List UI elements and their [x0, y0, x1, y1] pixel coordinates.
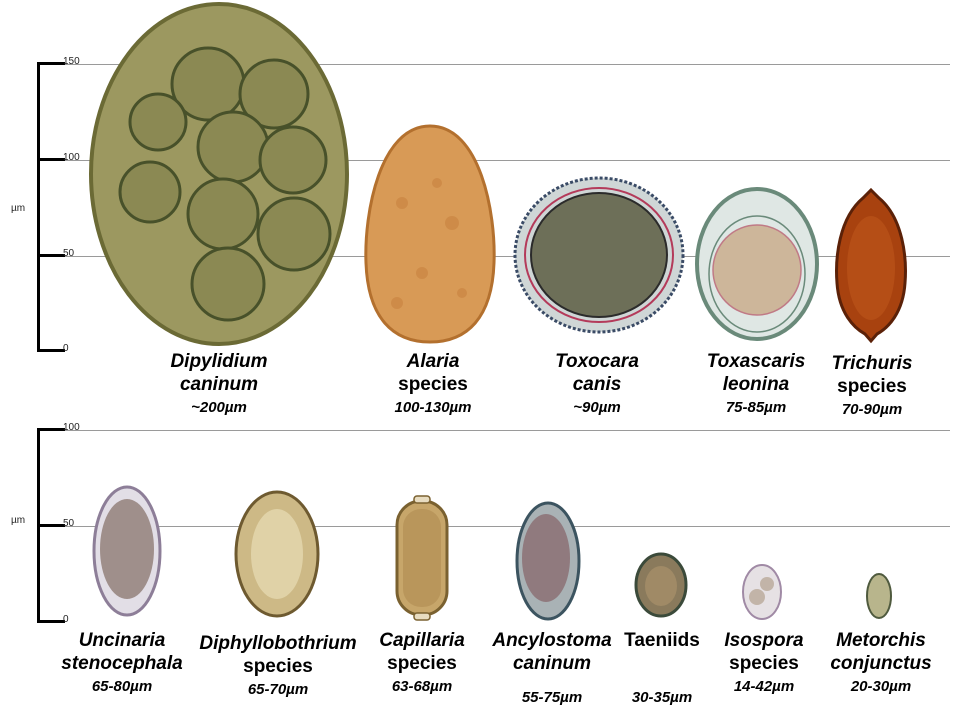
taeniids-label: Taeniids — [607, 630, 717, 653]
egg-name-line: Uncinaria — [78, 630, 166, 651]
egg-name-line: Dipylidium — [170, 351, 268, 372]
top-gridline-150 — [65, 64, 950, 65]
ancylostoma-size-label: 55-75µm — [477, 687, 627, 707]
top-axis-line — [37, 62, 40, 352]
toxocara-canis-egg — [513, 176, 685, 334]
capillaria-egg — [395, 495, 449, 621]
egg-name-line: Trichuris — [831, 353, 913, 374]
top-tick-label: 150 — [63, 56, 80, 67]
egg-size: ~90µm — [573, 398, 621, 416]
trichuris-egg — [835, 187, 907, 344]
egg-name-line: species — [387, 652, 457, 674]
bottom-tick-label: 50 — [63, 518, 75, 529]
top-tick-label: 0 — [63, 343, 69, 354]
dipylidium-caninum-label: Dipylidium caninum ~200µm — [139, 351, 299, 417]
egg-size: 65-70µm — [247, 680, 309, 698]
egg-size: 30-35µm — [631, 689, 693, 706]
isospora-label: Isospora species 14-42µm — [704, 630, 824, 696]
egg-name-line: caninum — [512, 652, 592, 674]
bottom-gridline-50 — [65, 526, 950, 527]
uncinaria-egg — [92, 485, 162, 617]
egg-size: ~200µm — [191, 398, 247, 416]
egg-name-line: Taeniids — [624, 630, 700, 651]
egg-size: 14-42µm — [733, 677, 795, 695]
egg-size: 20-30µm — [850, 677, 912, 695]
egg-name-line: species — [243, 655, 313, 677]
alaria-label: Alaria species 100-130µm — [363, 351, 503, 417]
top-gridline-100 — [65, 160, 950, 161]
egg-name-line: Metorchis — [836, 630, 926, 651]
egg-size: 75-85µm — [725, 398, 787, 416]
metorchis-egg — [866, 573, 892, 619]
egg-name-line: Isospora — [724, 630, 804, 651]
alaria-egg — [364, 124, 496, 344]
bottom-gridline-100 — [65, 430, 950, 431]
egg-size: 65-80µm — [91, 677, 153, 695]
capillaria-label: Capillaria species 63-68µm — [358, 630, 486, 696]
diphyllobothrium-egg — [234, 490, 320, 618]
top-tick-label: 100 — [63, 152, 80, 163]
egg-name-line: canis — [572, 373, 622, 395]
trichuris-label: Trichuris species 70-90µm — [812, 353, 932, 419]
toxocara-canis-label: Toxocara canis ~90µm — [527, 351, 667, 417]
egg-name-line: species — [837, 375, 907, 397]
bottom-axis-tick-0 — [37, 620, 65, 623]
egg-name-line: Capillaria — [379, 630, 465, 651]
top-axis-tick-100 — [37, 158, 65, 161]
top-tick-label: 50 — [63, 248, 75, 259]
bottom-axis-tick-50 — [37, 524, 65, 527]
taeniid-egg — [634, 552, 688, 618]
egg-name-line: Toxascaris — [706, 351, 806, 372]
ancylostoma-egg — [515, 501, 581, 621]
egg-size: 70-90µm — [841, 400, 903, 418]
bottom-axis-tick-100 — [37, 428, 65, 431]
top-axis-tick-150 — [37, 62, 65, 65]
egg-name-line: caninum — [179, 373, 259, 395]
isospora-egg — [742, 564, 782, 620]
metorchis-label: Metorchis conjunctus 20-30µm — [812, 630, 950, 696]
egg-size: 55-75µm — [521, 689, 583, 706]
egg-name-line: species — [729, 652, 799, 674]
bottom-unit-label: µm — [11, 515, 26, 526]
ancylostoma-label: Ancylostoma caninum — [477, 630, 627, 676]
top-axis-tick-50 — [37, 254, 65, 257]
top-unit-label: µm — [11, 203, 26, 214]
egg-name-line: Alaria — [406, 351, 460, 372]
uncinaria-label: Uncinaria stenocephala 65-80µm — [47, 630, 197, 696]
diphyllobothrium-label: Diphyllobothrium species 65-70µm — [187, 633, 369, 699]
egg-name-line: Ancylostoma — [492, 630, 612, 651]
egg-name-line: Toxocara — [555, 351, 639, 372]
egg-name-line: Diphyllobothrium — [199, 633, 357, 654]
taeniids-size-label: 30-35µm — [607, 687, 717, 707]
bottom-tick-label: 0 — [63, 614, 69, 625]
egg-size: 100-130µm — [394, 398, 472, 416]
dipylidium-caninum-egg — [89, 2, 349, 346]
toxascaris-leonina-egg — [695, 187, 819, 341]
bottom-tick-label: 100 — [63, 422, 80, 433]
egg-name-line: leonina — [722, 373, 790, 395]
top-axis-tick-0 — [37, 349, 65, 352]
egg-size: 63-68µm — [391, 677, 453, 695]
egg-name-line: stenocephala — [61, 652, 183, 674]
egg-name-line: conjunctus — [830, 652, 932, 674]
toxascaris-leonina-label: Toxascaris leonina 75-85µm — [686, 351, 826, 417]
egg-name-line: species — [398, 373, 468, 395]
top-gridline-50 — [65, 256, 950, 257]
